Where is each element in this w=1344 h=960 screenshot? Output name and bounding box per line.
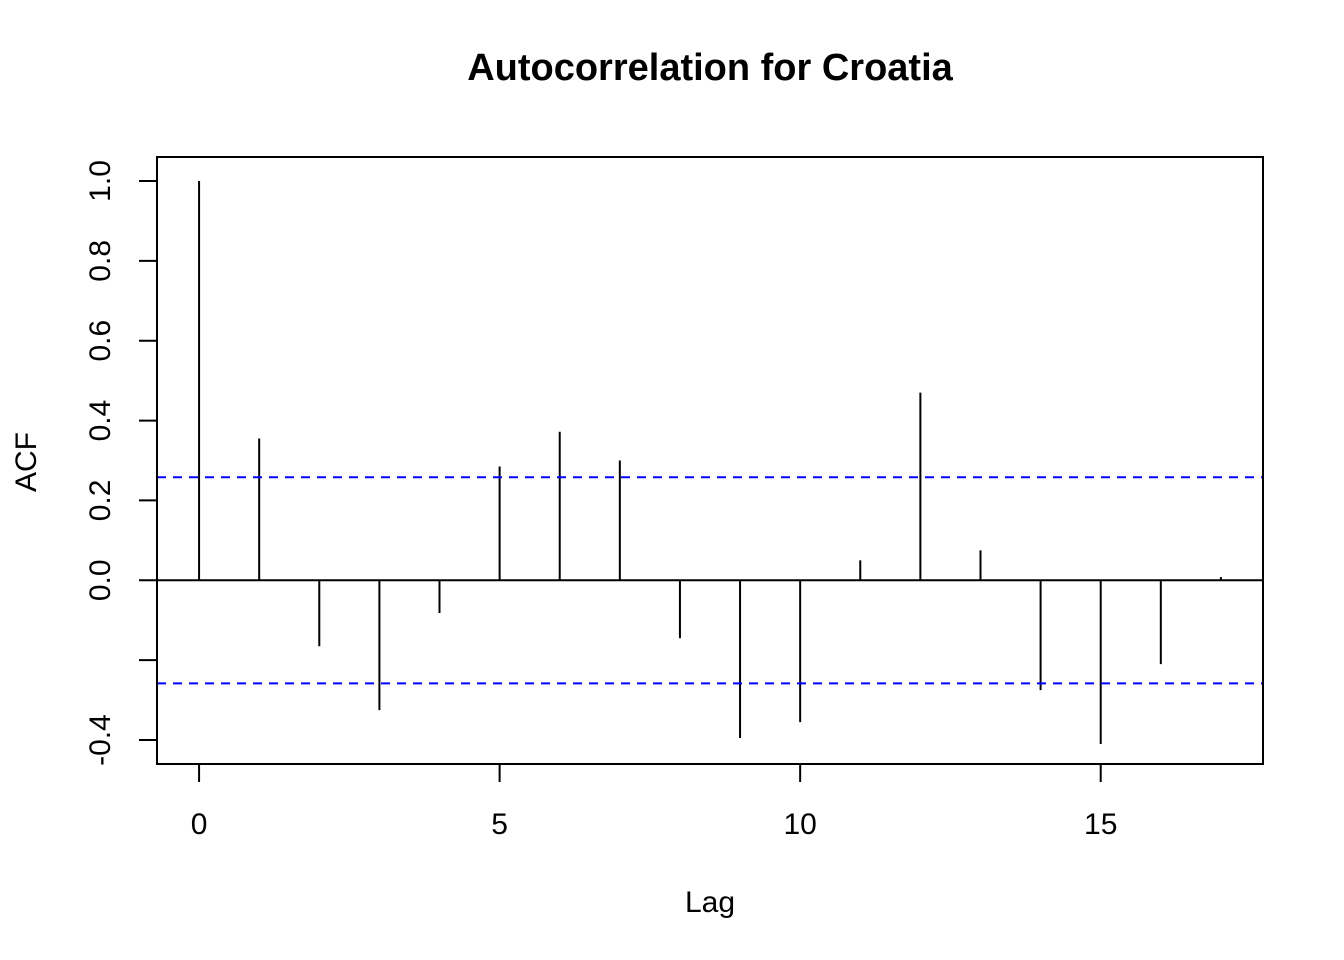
reference-lines [157, 476, 1263, 685]
y-tick-label: 0.6 [84, 320, 117, 362]
x-tick-label: 0 [191, 808, 208, 841]
y-tick-label: 0.8 [84, 240, 117, 282]
y-tick-label: 0.2 [84, 480, 117, 522]
chart-title: Autocorrelation for Croatia [467, 47, 953, 89]
x-tick-label: 15 [1084, 808, 1117, 841]
y-axis-label: ACF [10, 432, 43, 492]
y-tick-label: 0.4 [84, 400, 117, 442]
x-tick-label: 10 [783, 808, 816, 841]
x-tick-label: 5 [491, 808, 508, 841]
y-tick-label: 0.0 [84, 559, 117, 601]
plot-frame [156, 156, 1264, 765]
acf-bars [198, 180, 1222, 745]
y-tick-label: -0.4 [84, 714, 117, 766]
x-axis-label: Lag [685, 886, 735, 919]
y-tick-label: 1.0 [84, 160, 117, 202]
